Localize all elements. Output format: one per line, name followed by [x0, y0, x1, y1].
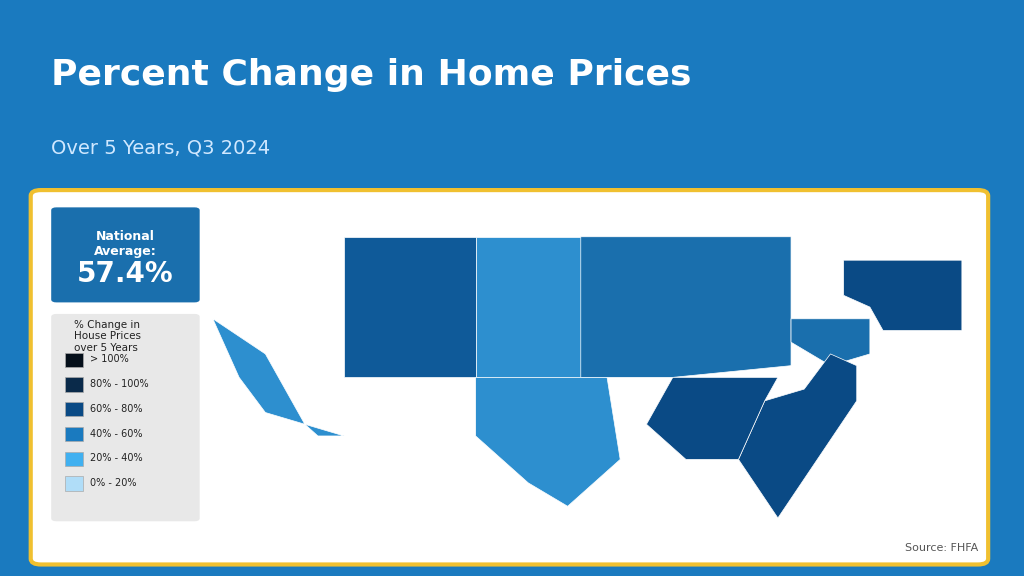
Polygon shape — [213, 237, 344, 436]
Text: Source: FHFA: Source: FHFA — [904, 543, 978, 553]
Text: National
Average:: National Average: — [93, 230, 157, 259]
Text: 40% - 60%: 40% - 60% — [90, 429, 142, 439]
Polygon shape — [476, 377, 621, 506]
Polygon shape — [476, 237, 581, 377]
Text: 80% - 100%: 80% - 100% — [90, 379, 148, 389]
FancyBboxPatch shape — [51, 314, 200, 521]
Bar — [65, 377, 83, 392]
Bar — [65, 427, 83, 441]
Bar — [65, 452, 83, 466]
Bar — [65, 353, 83, 367]
FancyBboxPatch shape — [51, 207, 200, 302]
Polygon shape — [738, 354, 857, 518]
Text: 57.4%: 57.4% — [77, 260, 173, 287]
Bar — [65, 476, 83, 491]
Bar — [65, 402, 83, 416]
Polygon shape — [344, 237, 476, 377]
Text: Over 5 Years, Q3 2024: Over 5 Years, Q3 2024 — [51, 138, 270, 157]
Text: % Change in
House Prices
over 5 Years: % Change in House Prices over 5 Years — [74, 320, 140, 353]
Text: 60% - 80%: 60% - 80% — [90, 404, 142, 414]
Text: Percent Change in Home Prices: Percent Change in Home Prices — [51, 58, 691, 92]
Polygon shape — [581, 237, 792, 377]
Polygon shape — [792, 319, 870, 366]
Text: 20% - 40%: 20% - 40% — [90, 453, 142, 464]
FancyBboxPatch shape — [31, 190, 988, 564]
Polygon shape — [844, 260, 962, 331]
Text: > 100%: > 100% — [90, 354, 129, 365]
Text: 0% - 20%: 0% - 20% — [90, 478, 136, 488]
Polygon shape — [646, 377, 778, 460]
